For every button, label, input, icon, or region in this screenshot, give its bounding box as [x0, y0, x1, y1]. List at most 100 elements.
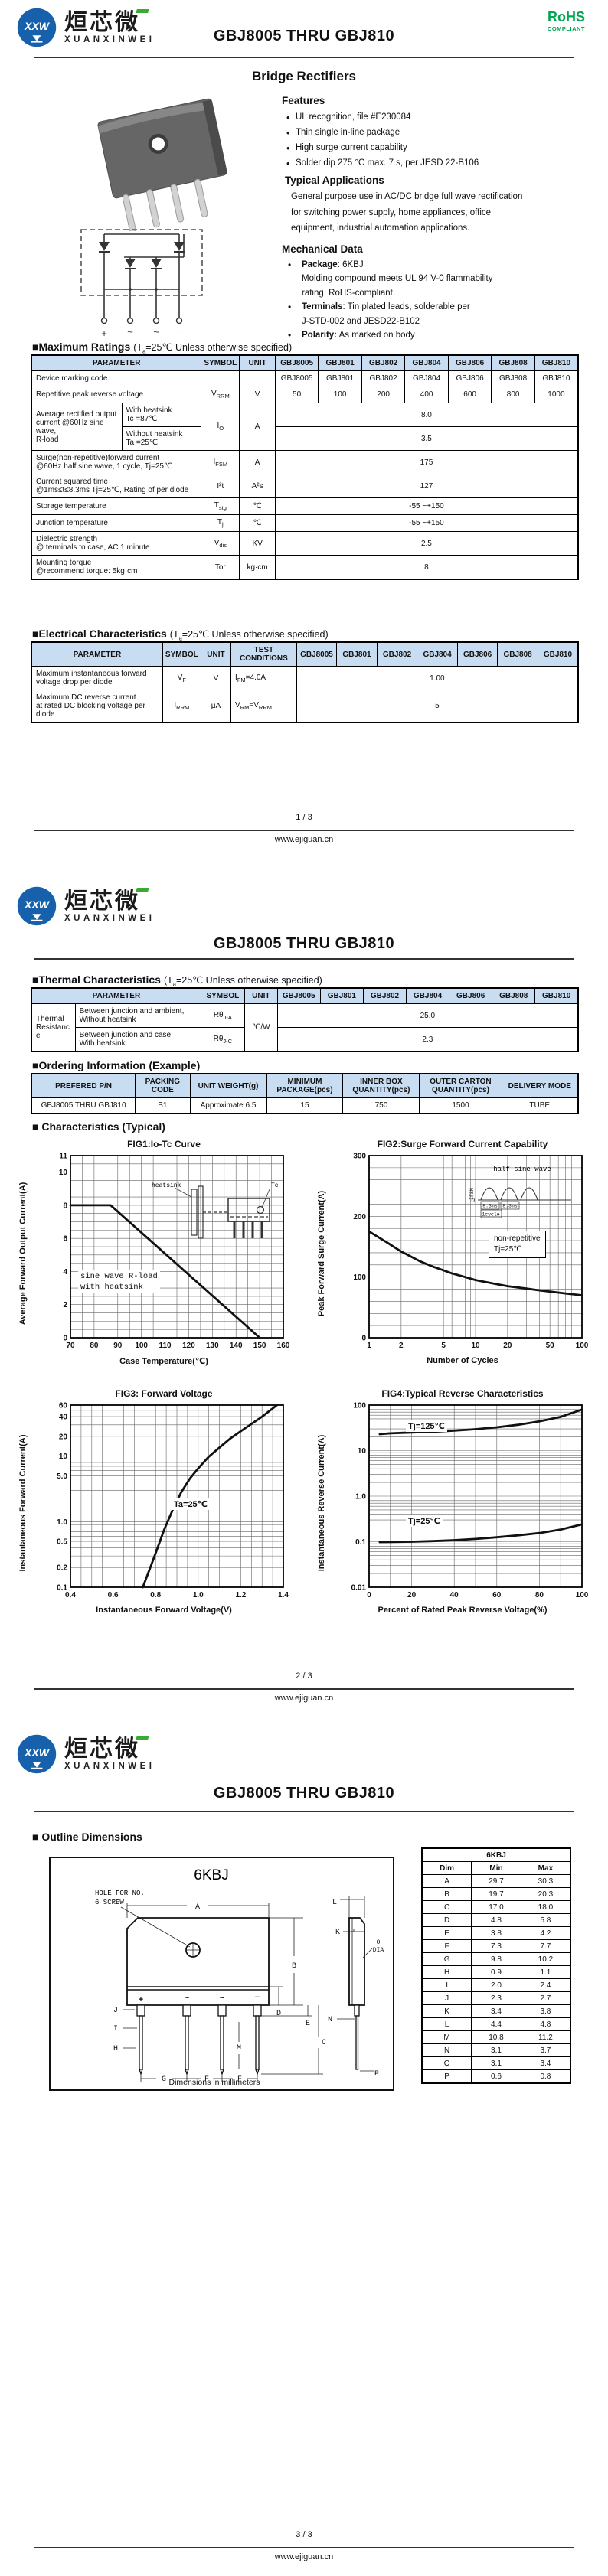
fig3-annotation: Ta=25℃ — [172, 1498, 210, 1510]
x-tick-label: 40 — [450, 1591, 459, 1599]
mechanical-item: • Terminals: Tin plated leads, solderable… — [288, 302, 470, 313]
table-row: Average rectified output current @60Hz s… — [31, 403, 579, 451]
cell: Approximate 6.5 — [189, 1097, 267, 1114]
logo-mark-icon: XXW — [17, 1734, 57, 1774]
fig2-note-line1: non-repetitive — [494, 1234, 541, 1243]
header-cell: Max — [520, 1861, 571, 1875]
y-tick-label: 0 — [63, 1335, 67, 1343]
table-row: L 4.4 4.8 — [421, 2017, 571, 2031]
cell: 11.2 — [520, 2030, 571, 2044]
hole-note-line1: HOLE FOR NO. — [95, 1890, 145, 1897]
logo-text: 烜芯微 XUANXINWEI — [64, 1735, 155, 1772]
cell — [239, 370, 276, 386]
table-row: Repetitive peak reverse voltage VRRM V 50 10… — [31, 386, 579, 403]
cell: 8 — [274, 555, 579, 580]
plot-border — [70, 1155, 284, 1339]
table-row: G 9.8 10.2 — [421, 1952, 571, 1966]
terminal-ac2-label: ~ — [153, 326, 159, 337]
plot-border — [368, 1155, 583, 1339]
cell: IO — [201, 403, 240, 451]
cell: IFM=4.0A — [230, 666, 297, 690]
table-row: O 3.1 3.4 — [421, 2056, 571, 2070]
cell: C — [421, 1900, 472, 1914]
fig2-y-axis-label: Peak Forward Surge Current(A) — [317, 1190, 326, 1317]
mechanical-item: J-STD-002 and JESD22-B102 — [302, 316, 420, 326]
header-cell: GBJ801 — [319, 987, 364, 1004]
x-tick-label: 0.6 — [108, 1591, 119, 1599]
cell: 1.00 — [296, 666, 579, 690]
feature-item: Thin single in-line package — [286, 125, 596, 142]
x-tick-label: 1.0 — [193, 1591, 204, 1599]
fig1-y-axis-label: Average Forward Output Current(A) — [18, 1182, 28, 1325]
curve — [69, 1204, 261, 1339]
thermal-condition: (Ta=25℃ Unless otherwise specified) — [163, 975, 322, 988]
fig2-title: FIG2:Surge Forward Current Capability — [377, 1139, 548, 1149]
y-tick-label: 0.01 — [351, 1584, 367, 1593]
header-cell: GBJ810 — [537, 641, 579, 667]
cell: 3.8 — [471, 1926, 521, 1940]
plot-border — [70, 1404, 284, 1588]
header-divider — [34, 958, 574, 960]
logo-green-accent — [136, 1735, 150, 1740]
fig4-annotation-25: Tj=25℃ — [406, 1515, 443, 1527]
table-row: N 3.1 3.7 — [421, 2043, 571, 2057]
dim-label-I: I — [113, 2025, 118, 2033]
fig3-y-axis-label: Instantaneous Forward Current(A) — [18, 1434, 28, 1572]
table-row: J 2.3 2.7 — [421, 1991, 571, 2005]
cell: B — [421, 1887, 472, 1901]
x-tick-label: 120 — [182, 1342, 195, 1350]
curve — [368, 1230, 583, 1296]
y-tick-label: 0.1 — [57, 1584, 67, 1593]
y-tick-label: 11 — [59, 1153, 67, 1161]
logo-monogram: XXW — [24, 898, 51, 911]
x-tick-label: 100 — [576, 1591, 589, 1599]
footer-divider — [34, 1688, 574, 1690]
x-tick-label: 160 — [277, 1342, 290, 1350]
header-cell: GBJ810 — [534, 987, 579, 1004]
page-1: XXW 烜芯微 XUANXINWEI GBJ8005 THRU GBJ810 R… — [0, 0, 608, 859]
logo-mark-icon: XXW — [17, 8, 57, 47]
cell: 7.3 — [471, 1939, 521, 1953]
x-tick-label: 20 — [407, 1591, 417, 1599]
header-cell: GBJ802 — [361, 354, 406, 371]
footer-divider — [34, 2547, 574, 2548]
x-tick-label: 0 — [367, 1591, 371, 1599]
cell: IRRM — [162, 690, 201, 723]
header-cell: UNIT — [200, 641, 232, 667]
cell: Maximum instantaneous forward voltage dr… — [31, 666, 163, 690]
electrical-table-wrap: PARAMETER SYMBOL UNIT TEST CONDITIONS GBJ800… — [31, 641, 579, 723]
curve — [378, 1408, 583, 1436]
table-row: 6KBJ — [421, 1847, 571, 1862]
cell: 3.1 — [471, 2056, 521, 2070]
table-row: PARAMETER SYMBOL UNIT TEST CONDITIONS GBJ800… — [31, 641, 579, 667]
cell: 10.2 — [520, 1952, 571, 1966]
header-cell: MINIMUM PACKAGE(pcs) — [266, 1073, 344, 1098]
fig1-annotation-line2: with heatsink — [80, 1283, 143, 1293]
characteristics-heading: ■ Characteristics (Typical) — [32, 1120, 165, 1133]
logo-monogram: XXW — [24, 1746, 51, 1759]
table-row: PARAMETER SYMBOL UNIT GBJ8005 GBJ801 GBJ802 GB… — [31, 987, 579, 1004]
y-tick-label: 4 — [63, 1268, 67, 1277]
dim-label-G: G — [162, 2075, 166, 2084]
logo-name-en: XUANXINWEI — [64, 1762, 155, 1772]
mechanical-item: • Polarity: As marked on body — [288, 329, 415, 341]
fig2-plot: 1 2 5 10 20 50 100 0 100 200 300 — [353, 1153, 588, 1351]
logo-circle — [17, 8, 57, 47]
logo-name-cn: 烜芯微 — [64, 888, 140, 914]
company-logo: XXW 烜芯微 XUANXINWEI — [15, 1733, 155, 1775]
header-cell: 6KBJ — [421, 1847, 571, 1862]
cell: Tj — [201, 514, 240, 532]
dim-label-P: P — [374, 2070, 379, 2079]
mechanical-item: rating, RoHS-compliant — [302, 288, 393, 298]
x-tick-label: 1 — [367, 1342, 371, 1350]
fig2-x-axis-label: Number of Cycles — [427, 1356, 498, 1365]
cell: 100 — [318, 386, 362, 403]
table-row: Current squared time @1ms≤t≤8.3ms Tj=25℃… — [31, 474, 579, 498]
ordering-table-wrap: PREFERED P/N PACKING CODE UNIT WEIGHT(g) MI… — [31, 1073, 579, 1114]
outline-heading: ■ Outline Dimensions — [32, 1831, 142, 1843]
cell: 3.8 — [520, 2004, 571, 2018]
dim-label-N: N — [328, 2016, 332, 2024]
cell: 25.0 — [276, 1003, 579, 1028]
cell: A²s — [239, 474, 276, 498]
x-tick-label: 150 — [253, 1342, 266, 1350]
